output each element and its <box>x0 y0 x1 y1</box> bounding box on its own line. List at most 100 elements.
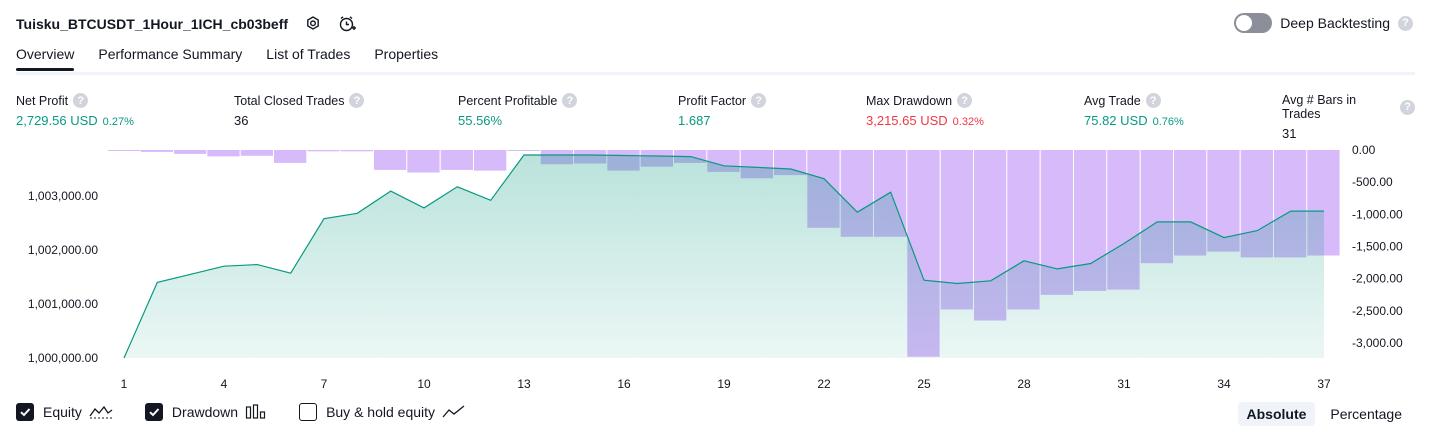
equity-area <box>123 154 1324 359</box>
x-axis-tick: 37 <box>1317 377 1331 391</box>
bar-chart-icon <box>245 404 267 420</box>
metric-value: 75.82 USD <box>1084 113 1148 128</box>
help-icon[interactable]: ? <box>1398 15 1413 31</box>
drawdown-checkbox[interactable] <box>144 403 163 421</box>
x-axis-tick: 1 <box>121 377 128 391</box>
metric-max-drawdown: Max Drawdown? 3,215.65 USD 0.32% <box>866 93 984 128</box>
drawdown-bar <box>240 150 273 156</box>
tab-bar: Overview Performance Summary List of Tra… <box>16 46 439 71</box>
info-icon[interactable]: ? <box>1145 93 1161 108</box>
legend-label: Drawdown <box>171 404 239 420</box>
legend-equity[interactable]: Equity <box>16 403 113 421</box>
info-icon[interactable]: ? <box>73 93 89 108</box>
x-axis-tick: 31 <box>1117 377 1131 391</box>
metric-value: 3,215.65 USD <box>866 113 948 128</box>
x-axis-tick: 28 <box>1017 377 1031 391</box>
drawdown-bar <box>207 150 240 157</box>
right-axis-tick: 0.00 <box>1352 143 1376 157</box>
view-mode-switch: Absolute Percentage <box>1237 402 1412 426</box>
info-icon[interactable]: ? <box>957 93 973 108</box>
left-axis-tick: 1,000,000.00 <box>28 351 98 365</box>
line-chart-icon <box>442 404 466 420</box>
info-icon[interactable]: ? <box>1400 99 1415 115</box>
info-icon[interactable]: ? <box>562 93 578 108</box>
buy-hold-checkbox[interactable] <box>299 403 318 421</box>
drawdown-bar <box>340 150 373 152</box>
metric-label: Total Closed Trades <box>234 93 345 108</box>
metric-label: Profit Factor <box>678 93 747 108</box>
metric-label: Net Profit <box>16 93 69 108</box>
info-icon[interactable]: ? <box>349 93 365 108</box>
metric-label: Avg # Bars in Trades <box>1282 93 1357 121</box>
gear-icon[interactable] <box>302 13 324 35</box>
right-axis-tick: -3,000.00 <box>1352 336 1403 350</box>
equity-checkbox[interactable] <box>16 403 34 421</box>
x-axis-tick: 25 <box>917 377 931 391</box>
legend-buy-hold[interactable]: Buy & hold equity <box>299 403 466 421</box>
tab-performance-summary[interactable]: Performance Summary <box>98 46 243 62</box>
metric-value: 2,729.56 USD <box>16 113 98 128</box>
x-axis-tick: 13 <box>517 377 531 391</box>
drawdown-bar <box>374 150 407 170</box>
metric-profit-factor: Profit Factor? 1.687 <box>678 93 767 128</box>
x-axis-tick: 4 <box>221 377 228 391</box>
right-axis: 0.00 -500.00 -1,000.00 -1,500.00 -2,000.00 -2… <box>1352 143 1403 350</box>
drawdown-bar <box>407 150 440 173</box>
percentage-button[interactable]: Percentage <box>1330 406 1402 422</box>
x-axis-tick: 10 <box>417 377 431 391</box>
left-axis-tick: 1,001,000.00 <box>28 297 98 311</box>
legend-label: Buy & hold equity <box>326 404 436 420</box>
left-axis-tick: 1,002,000.00 <box>28 243 98 257</box>
legend-label: Equity <box>43 404 82 420</box>
metric-label: Max Drawdown <box>866 93 953 108</box>
drawdown-bar <box>140 150 173 152</box>
x-axis-tick: 16 <box>617 377 631 391</box>
right-axis-tick: -1,000.00 <box>1352 207 1403 221</box>
equity-line <box>123 154 1324 359</box>
drawdown-bar <box>274 150 307 163</box>
metric-percent: 0.76% <box>1152 116 1184 128</box>
metric-label: Avg Trade <box>1084 93 1141 108</box>
drawdown-bar <box>174 150 207 154</box>
metric-value: 31 <box>1282 126 1297 141</box>
metric-net-profit: Net Profit? 2,729.56 USD 0.27% <box>16 93 134 128</box>
metric-value: 55.56% <box>458 113 503 128</box>
left-axis-tick: 1,003,000.00 <box>28 189 98 203</box>
right-axis-tick: -500.00 <box>1352 175 1393 189</box>
metric-percent: 0.27% <box>102 116 134 128</box>
metrics-row: Net Profit? 2,729.56 USD 0.27% Total Clos… <box>16 93 1415 141</box>
equity-area-fill <box>124 155 1324 358</box>
right-axis-tick: -2,000.00 <box>1352 272 1403 286</box>
absolute-button[interactable]: Absolute <box>1237 402 1316 426</box>
deep-backtesting: Deep Backtesting ? <box>1234 13 1413 33</box>
left-axis: 1,003,000.00 1,002,000.00 1,001,000.00 1,00… <box>28 189 98 365</box>
drawdown-bar <box>108 150 141 151</box>
metric-percent-profitable: Percent Profitable? 55.56% <box>458 93 578 128</box>
right-axis-tick: -1,500.00 <box>1352 240 1403 254</box>
chart-legend: Equity Drawdown Buy & hold equity <box>16 403 498 421</box>
area-chart-icon <box>89 404 113 420</box>
equity-drawdown-chart: 1,003,000.00 1,002,000.00 1,001,000.00 1,00… <box>28 143 1403 391</box>
drawdown-bar <box>474 150 507 171</box>
metric-total-closed-trades: Total Closed Trades? 36 <box>234 93 365 128</box>
x-axis-tick: 19 <box>717 377 731 391</box>
drawdown-bar <box>507 150 540 151</box>
drawdown-bar <box>307 150 340 152</box>
legend-drawdown[interactable]: Drawdown <box>144 403 267 421</box>
info-icon[interactable]: ? <box>751 93 767 108</box>
right-axis-tick: -2,500.00 <box>1352 304 1403 318</box>
metric-label: Percent Profitable <box>458 93 558 108</box>
add-alert-icon[interactable] <box>336 13 358 35</box>
drawdown-bar <box>440 150 473 170</box>
x-axis-tick: 7 <box>321 377 328 391</box>
deep-backtesting-toggle[interactable] <box>1234 13 1273 33</box>
metric-avg-trade: Avg Trade? 75.82 USD 0.76% <box>1084 93 1184 128</box>
tab-overview[interactable]: Overview <box>16 46 75 71</box>
strategy-title: Tuisku_BTCUSDT_1Hour_1ICH_cb03beff <box>16 16 289 32</box>
metric-percent: 0.32% <box>952 116 984 128</box>
x-axis-tick: 34 <box>1217 377 1231 391</box>
x-axis-tick: 22 <box>817 377 831 391</box>
tab-list-of-trades[interactable]: List of Trades <box>266 46 351 62</box>
tab-properties[interactable]: Properties <box>374 46 439 62</box>
x-axis: 1 4 7 10 13 16 19 22 25 28 31 34 37 <box>121 377 1331 391</box>
